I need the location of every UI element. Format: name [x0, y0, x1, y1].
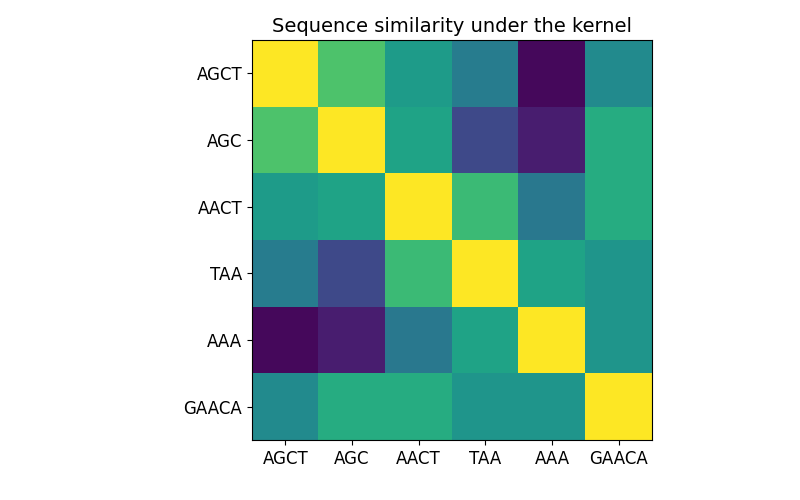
Title: Sequence similarity under the kernel: Sequence similarity under the kernel	[272, 16, 632, 36]
